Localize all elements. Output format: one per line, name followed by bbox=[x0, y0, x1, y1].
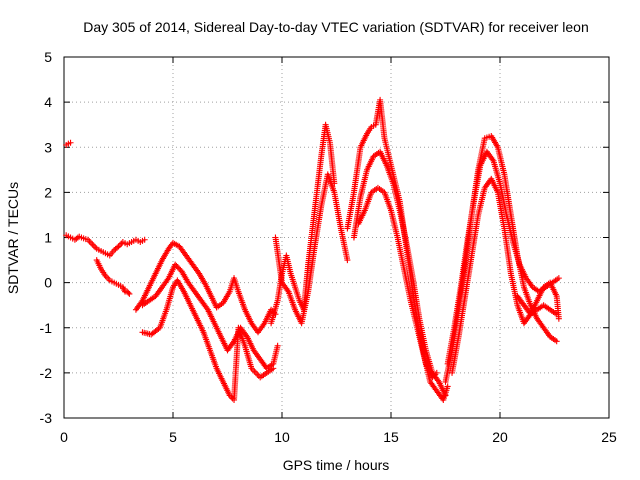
y-tick-label: 5 bbox=[44, 49, 52, 65]
data-point bbox=[176, 265, 183, 272]
data-point bbox=[90, 242, 97, 249]
data-point bbox=[553, 338, 560, 345]
y-tick-label: -1 bbox=[40, 320, 53, 336]
x-tick-label: 5 bbox=[169, 429, 177, 445]
data-points bbox=[63, 96, 562, 403]
axis-ticks bbox=[63, 56, 610, 419]
data-point bbox=[173, 262, 180, 269]
y-tick-label: 2 bbox=[44, 184, 52, 200]
data-point bbox=[87, 239, 94, 246]
data-point bbox=[553, 311, 560, 318]
data-point bbox=[251, 368, 258, 375]
series-outliers bbox=[124, 288, 133, 297]
data-point bbox=[141, 236, 148, 243]
series-peak-15-top bbox=[344, 96, 440, 381]
x-tick-label: 0 bbox=[60, 429, 68, 445]
series-track-a bbox=[63, 139, 74, 148]
series-peak-20-mid bbox=[444, 148, 562, 367]
x-axis-label: GPS time / hours bbox=[283, 457, 390, 473]
data-point bbox=[126, 290, 133, 297]
x-tick-label: 15 bbox=[383, 429, 399, 445]
gridlines bbox=[64, 57, 609, 418]
y-tick-label: -2 bbox=[40, 365, 53, 381]
series-track-c bbox=[93, 257, 129, 295]
series-mid-rise-b bbox=[272, 171, 351, 327]
data-point bbox=[274, 342, 281, 349]
x-tick-label: 25 bbox=[601, 429, 617, 445]
series-peak-15-low bbox=[355, 184, 451, 403]
y-tick-label: 4 bbox=[44, 94, 52, 110]
y-tick-label: 0 bbox=[44, 275, 52, 291]
data-point bbox=[174, 264, 181, 271]
x-tick-label: 20 bbox=[492, 429, 508, 445]
series-tail-cross bbox=[514, 293, 560, 318]
data-point bbox=[172, 261, 179, 268]
series-track-b bbox=[63, 232, 148, 259]
series-lower-arc bbox=[139, 277, 277, 403]
data-point bbox=[252, 369, 259, 376]
data-point bbox=[270, 365, 277, 372]
tick-labels: 0 5 10 15 20 25 -3 -2 -1 0 1 2 3 4 5 bbox=[40, 49, 617, 445]
series-peak-15-mid bbox=[350, 148, 449, 399]
y-axis-label: SDTVAR / TECUs bbox=[5, 182, 21, 294]
series-middle-arc bbox=[139, 261, 281, 372]
data-point bbox=[444, 383, 451, 390]
data-point bbox=[555, 315, 562, 322]
data-point bbox=[344, 257, 351, 264]
data-point bbox=[89, 241, 96, 248]
series-peak-20-top bbox=[442, 132, 560, 385]
series-mid-rise-a bbox=[268, 121, 338, 327]
y-tick-label: 1 bbox=[44, 230, 52, 246]
data-point bbox=[555, 275, 562, 282]
y-tick-label: -3 bbox=[40, 410, 53, 426]
data-point bbox=[67, 139, 74, 146]
chart-title: Day 305 of 2014, Sidereal Day-to-day VTE… bbox=[83, 19, 589, 35]
x-tick-label: 10 bbox=[274, 429, 290, 445]
series-upper-arc bbox=[132, 239, 279, 336]
y-tick-label: 3 bbox=[44, 139, 52, 155]
data-point bbox=[125, 289, 132, 296]
